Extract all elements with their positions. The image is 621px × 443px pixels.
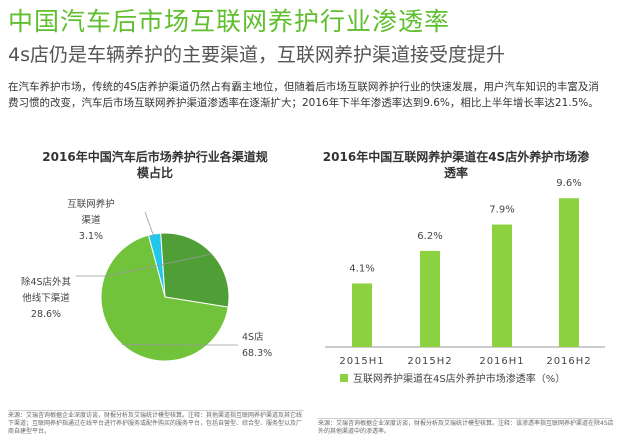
source-note-left: 来源：艾瑞咨询根据企业深度访谈，财报分析及艾瑞统计模型核算。注释：其他渠道指互联… xyxy=(8,412,303,435)
legend-label: 互联网养护渠道在4S店外养护市场渗透率（%） xyxy=(353,372,565,385)
bar-value-label: 7.9% xyxy=(489,205,514,216)
source-divider-left xyxy=(8,410,304,411)
bar xyxy=(492,224,512,347)
page-title: 中国汽车后市场互联网养护行业渗透率 xyxy=(8,7,451,36)
bar xyxy=(420,250,440,347)
bar-category-label: 2016H1 xyxy=(479,356,524,367)
legend-swatch xyxy=(340,374,348,382)
bar-value-label: 9.6% xyxy=(556,178,581,189)
page-subtitle: 4s店仍是车辆养护的主要渠道，互联网养护渠道接受度提升 xyxy=(8,44,505,66)
pie-label: 3.1% xyxy=(79,231,103,242)
bar-chart-title: 2016年中国互联网养护渠道在4S店外养护市场渗透率 xyxy=(322,150,590,180)
pie-leader-line xyxy=(144,211,155,239)
intro-paragraph: 在汽车养护市场，传统的4S店养护渠道仍然占有霸主地位，但随着后市场互联网养护行业… xyxy=(8,81,599,109)
pie-chart-title: 2016年中国汽车后市场养护行业各渠道规模占比 xyxy=(42,150,268,180)
bar-category-label: 2015H1 xyxy=(339,356,384,367)
bar-category-label: 2015H2 xyxy=(407,356,452,367)
bar xyxy=(559,198,579,347)
pie-leader-line xyxy=(76,253,213,277)
source-divider-right xyxy=(318,418,612,419)
source-note-right: 来源：艾瑞咨询根据企业深度访谈，财报分析及艾瑞统计模型核算。注释：该渗透率指互联… xyxy=(318,420,614,435)
bar-category-label: 2016H2 xyxy=(546,356,591,367)
pie-label: 渠道 xyxy=(81,214,101,226)
pie-label: 28.6% xyxy=(31,309,61,320)
pie-label: 除4S店外其 xyxy=(21,276,72,288)
bar-value-label: 6.2% xyxy=(417,231,442,242)
pie-label: 他线下渠道 xyxy=(22,292,70,304)
pie-label: 68.3% xyxy=(242,348,272,359)
pie-slice xyxy=(160,232,230,308)
bar xyxy=(352,283,372,347)
pie-label: 互联网养护 xyxy=(67,198,115,210)
pie-slice xyxy=(100,234,229,362)
bar-value-label: 4.1% xyxy=(349,263,374,274)
pie-label: 4S店 xyxy=(242,331,264,343)
